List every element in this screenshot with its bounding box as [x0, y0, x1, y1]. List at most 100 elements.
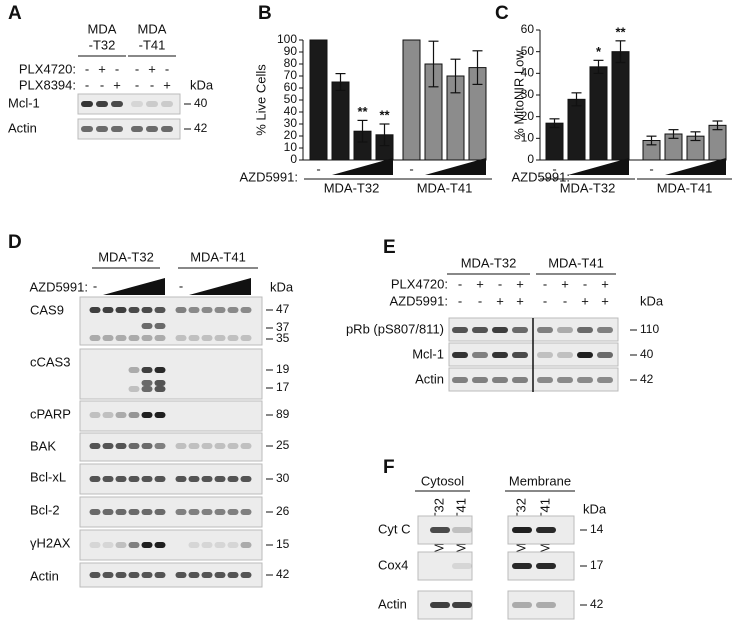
- blot: [417, 551, 473, 581]
- row-label: Actin: [30, 568, 59, 583]
- kda-marker: 42: [276, 567, 290, 581]
- band: [154, 380, 166, 386]
- bar: [567, 98, 586, 161]
- band: [115, 572, 127, 578]
- kda-marker: 15: [276, 537, 290, 551]
- treatment-sign: +: [601, 276, 609, 291]
- y-tick-label: 0: [527, 152, 534, 166]
- control-sign: -: [93, 278, 97, 293]
- treatment-sign: -: [115, 61, 119, 76]
- y-axis-title: % Live Cells: [253, 64, 268, 136]
- band: [128, 386, 140, 392]
- band: [214, 542, 226, 548]
- band: [141, 307, 153, 313]
- band: [102, 307, 114, 313]
- band: [452, 563, 472, 569]
- treatment-label: PLX8394:: [19, 77, 76, 92]
- band: [227, 443, 239, 449]
- row-label: BAK: [30, 438, 56, 453]
- band: [128, 476, 140, 482]
- band: [492, 377, 508, 383]
- band: [141, 476, 153, 482]
- treatment-sign: +: [163, 77, 171, 92]
- column-header: MDA-T41: [548, 255, 604, 270]
- band: [154, 443, 166, 449]
- control-sign: -: [316, 161, 320, 176]
- band: [141, 323, 153, 329]
- band: [154, 335, 166, 341]
- band: [89, 335, 101, 341]
- kda-label: kDa: [583, 501, 607, 516]
- fraction-label: Cytosol: [421, 473, 464, 488]
- band: [89, 307, 101, 313]
- band: [227, 307, 239, 313]
- band: [472, 327, 488, 333]
- row-label: γH2AX: [30, 535, 71, 550]
- band: [557, 327, 573, 333]
- band: [227, 476, 239, 482]
- treatment-sign: -: [135, 61, 139, 76]
- control-sign: -: [179, 278, 183, 293]
- band: [154, 542, 166, 548]
- band: [141, 335, 153, 341]
- treatment-sign: +: [113, 77, 121, 92]
- column-header: MDA-T32: [98, 249, 154, 264]
- band: [115, 476, 127, 482]
- band: [141, 509, 153, 515]
- kda-marker: 40: [640, 347, 654, 361]
- band: [128, 335, 140, 341]
- band: [102, 412, 114, 418]
- column-header: -T32: [89, 37, 116, 52]
- row-label: Cox4: [378, 557, 408, 572]
- band: [512, 377, 528, 383]
- group-label: MDA-T32: [324, 180, 380, 195]
- band: [89, 412, 101, 418]
- y-axis-title: % MitoNIR Low: [511, 50, 526, 140]
- band: [115, 542, 127, 548]
- kda-marker: 17: [590, 558, 604, 572]
- band: [128, 509, 140, 515]
- band: [141, 367, 153, 373]
- band: [161, 101, 173, 107]
- treatment-label: AZD5991:: [29, 279, 88, 294]
- band: [81, 101, 93, 107]
- band: [452, 327, 468, 333]
- band: [472, 377, 488, 383]
- control-sign: -: [409, 161, 413, 176]
- band: [161, 126, 173, 132]
- band: [214, 572, 226, 578]
- band: [128, 443, 140, 449]
- kda-marker: 30: [276, 471, 290, 485]
- treatment-ramp: [189, 278, 251, 295]
- band: [102, 443, 114, 449]
- band: [537, 327, 553, 333]
- y-tick-label: 70: [284, 68, 298, 82]
- y-tick-label: 40: [521, 66, 535, 80]
- band: [115, 443, 127, 449]
- blot: [79, 400, 263, 432]
- band: [537, 377, 553, 383]
- band: [430, 602, 450, 608]
- band: [240, 443, 252, 449]
- band: [141, 542, 153, 548]
- treatment-sign: +: [516, 293, 524, 308]
- blot: [79, 529, 263, 561]
- band: [201, 307, 213, 313]
- band: [452, 377, 468, 383]
- error-bar: [668, 129, 679, 139]
- blot: [79, 296, 263, 346]
- kda-marker: 14: [590, 522, 604, 536]
- band: [512, 563, 532, 569]
- significance: **: [357, 104, 368, 119]
- band: [597, 377, 613, 383]
- band: [512, 327, 528, 333]
- row-label: cCAS3: [30, 354, 70, 369]
- kda-marker: 42: [194, 121, 208, 135]
- control-sign: -: [649, 161, 653, 176]
- band: [131, 101, 143, 107]
- kda-marker: 19: [276, 362, 290, 376]
- error-bar: [379, 123, 390, 147]
- blot: [79, 348, 263, 400]
- panel-label: D: [8, 232, 22, 253]
- group-label: MDA-T41: [417, 180, 473, 195]
